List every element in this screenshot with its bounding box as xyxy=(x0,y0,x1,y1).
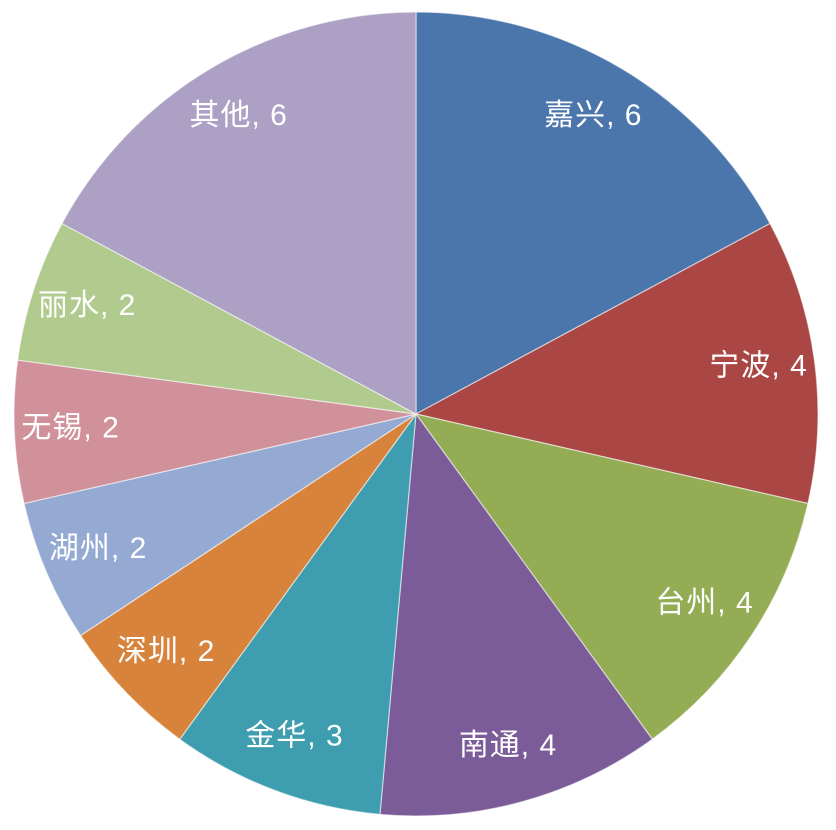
pie-slice-其他[interactable] xyxy=(61,11,417,415)
pie-slice-金华[interactable] xyxy=(179,413,417,815)
pie-slice-丽水[interactable] xyxy=(17,222,417,415)
pie-slice-无锡[interactable] xyxy=(13,359,417,505)
pie-slice-南通[interactable] xyxy=(379,413,653,817)
pie-slice-台州[interactable] xyxy=(415,413,809,740)
pie-slice-深圳[interactable] xyxy=(79,413,417,740)
pie-slice-嘉兴[interactable] xyxy=(415,11,771,415)
pie-slice-湖州[interactable] xyxy=(23,413,417,637)
pie-slice-宁波[interactable] xyxy=(415,222,819,505)
